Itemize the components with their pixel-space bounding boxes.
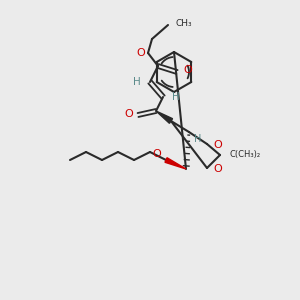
Text: O: O: [152, 149, 161, 159]
Text: CH₃: CH₃: [176, 19, 193, 28]
Text: H: H: [194, 134, 201, 144]
Text: O: O: [183, 65, 192, 75]
Text: C(CH₃)₂: C(CH₃)₂: [230, 151, 261, 160]
Text: H: H: [133, 77, 141, 87]
Text: O: O: [213, 164, 222, 174]
Text: O: O: [213, 140, 222, 150]
Polygon shape: [156, 111, 172, 123]
Text: O: O: [136, 48, 145, 58]
Polygon shape: [165, 158, 186, 169]
Text: H: H: [172, 92, 180, 102]
Text: O: O: [124, 109, 133, 119]
